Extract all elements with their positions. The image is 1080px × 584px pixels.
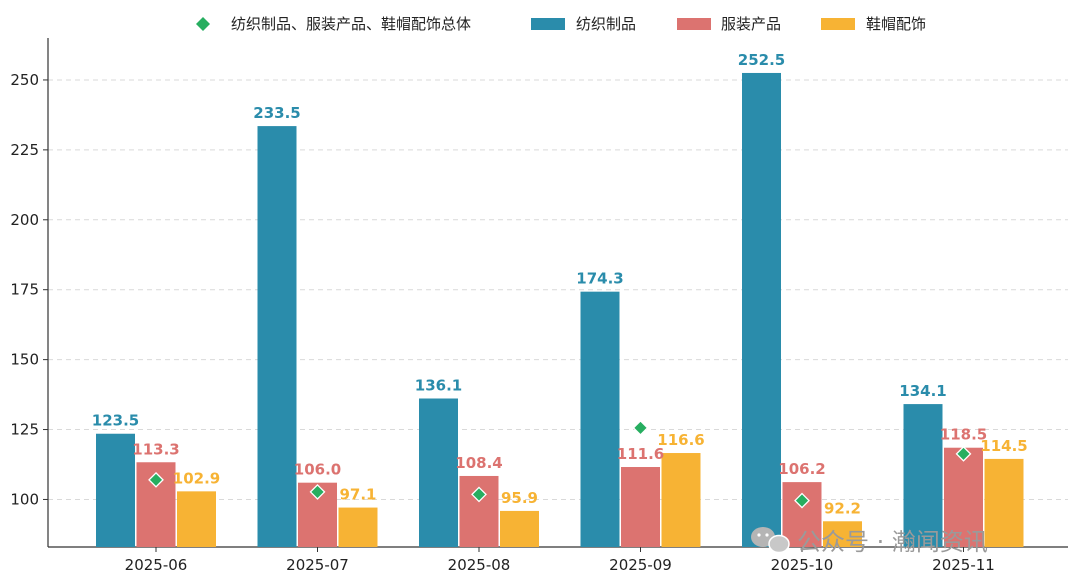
bar-2-2025-11 bbox=[944, 447, 983, 547]
data-label: 114.5 bbox=[980, 437, 1027, 455]
bar-1-2025-07 bbox=[257, 126, 297, 547]
bar-3-2025-06 bbox=[177, 491, 216, 547]
legend-swatch-2 bbox=[677, 18, 711, 30]
y-axis-ticks: 100 125 150 175 200 225 250 bbox=[10, 71, 48, 508]
y-tick-label: 150 bbox=[10, 351, 39, 369]
bar-3-2025-11 bbox=[984, 458, 1024, 547]
bar-2-2025-09 bbox=[621, 467, 660, 547]
y-tick-label: 200 bbox=[10, 211, 39, 229]
total-marker-2025-10 bbox=[794, 492, 810, 509]
grid-lines bbox=[48, 79, 1068, 500]
watermark-text: 公众号 · 瀚闻资讯 bbox=[797, 528, 988, 556]
data-label: 108.4 bbox=[455, 454, 502, 472]
data-label: 97.1 bbox=[339, 486, 376, 504]
total-marker-2025-11 bbox=[955, 445, 972, 462]
data-label: 102.9 bbox=[173, 469, 220, 487]
data-label: 106.0 bbox=[294, 461, 341, 479]
data-labels: 123.5 113.3 102.9 233.5 106.0 97.1 136.1 108.4 9… bbox=[92, 51, 1028, 517]
bar-1-2025-08 bbox=[419, 398, 458, 547]
bar-3-2025-09 bbox=[661, 453, 701, 547]
legend-label-3: 鞋帽配饰 bbox=[866, 15, 926, 33]
data-label: 174.3 bbox=[576, 270, 623, 288]
data-label: 136.1 bbox=[415, 376, 462, 394]
data-label: 116.6 bbox=[657, 431, 704, 449]
y-tick-label: 125 bbox=[10, 421, 39, 439]
bar-1-2025-06 bbox=[96, 433, 135, 547]
x-tick-label: 2025-10 bbox=[771, 556, 834, 574]
data-label: 134.1 bbox=[899, 382, 946, 400]
data-label: 118.5 bbox=[940, 426, 987, 444]
x-tick-label: 2025-08 bbox=[448, 556, 511, 574]
bar-3-2025-10 bbox=[823, 521, 862, 547]
y-tick-label: 175 bbox=[10, 281, 39, 299]
legend-marker-total bbox=[196, 17, 210, 31]
total-marker-2025-07 bbox=[309, 483, 326, 500]
legend-label-total: 纺织制品、服装产品、鞋帽配饰总体 bbox=[231, 15, 471, 33]
bar-1-2025-10 bbox=[742, 72, 781, 547]
total-marker-2025-09 bbox=[632, 419, 649, 436]
y-tick-label: 250 bbox=[10, 71, 39, 89]
legend-swatch-3 bbox=[821, 18, 855, 30]
legend-swatch-1 bbox=[531, 18, 565, 30]
x-tick-label: 2025-11 bbox=[932, 556, 995, 574]
data-label: 111.6 bbox=[617, 445, 664, 463]
bars bbox=[96, 72, 1024, 547]
wechat-icon bbox=[751, 527, 790, 554]
legend: 纺织制品、服装产品、鞋帽配饰总体 纺织制品 服装产品 鞋帽配饰 bbox=[196, 15, 926, 33]
bar-1-2025-11 bbox=[903, 404, 943, 547]
data-label: 106.2 bbox=[778, 460, 825, 478]
data-label: 113.3 bbox=[132, 440, 179, 458]
watermark: 公众号 · 瀚闻资讯 bbox=[751, 527, 988, 556]
total-marker-2025-06 bbox=[148, 471, 164, 488]
data-label: 95.9 bbox=[501, 489, 538, 507]
y-tick-label: 100 bbox=[10, 490, 39, 508]
y-tick-label: 225 bbox=[10, 141, 39, 159]
legend-label-1: 纺织制品 bbox=[576, 15, 636, 33]
data-label: 233.5 bbox=[253, 104, 300, 122]
legend-label-2: 服装产品 bbox=[721, 15, 781, 33]
total-markers bbox=[148, 419, 972, 509]
data-label: 92.2 bbox=[824, 499, 861, 517]
x-tick-label: 2025-07 bbox=[286, 556, 349, 574]
bar-1-2025-09 bbox=[580, 291, 620, 547]
bar-3-2025-07 bbox=[338, 507, 378, 547]
x-axis-ticks: 2025-06 2025-07 2025-08 2025-09 2025-10 2025-… bbox=[125, 547, 995, 574]
total-marker-2025-08 bbox=[471, 486, 487, 503]
data-label: 252.5 bbox=[738, 51, 785, 69]
data-label: 123.5 bbox=[92, 412, 139, 430]
x-tick-label: 2025-09 bbox=[609, 556, 672, 574]
bar-3-2025-08 bbox=[500, 510, 539, 547]
axes bbox=[47, 38, 1068, 548]
x-tick-label: 2025-06 bbox=[125, 556, 188, 574]
